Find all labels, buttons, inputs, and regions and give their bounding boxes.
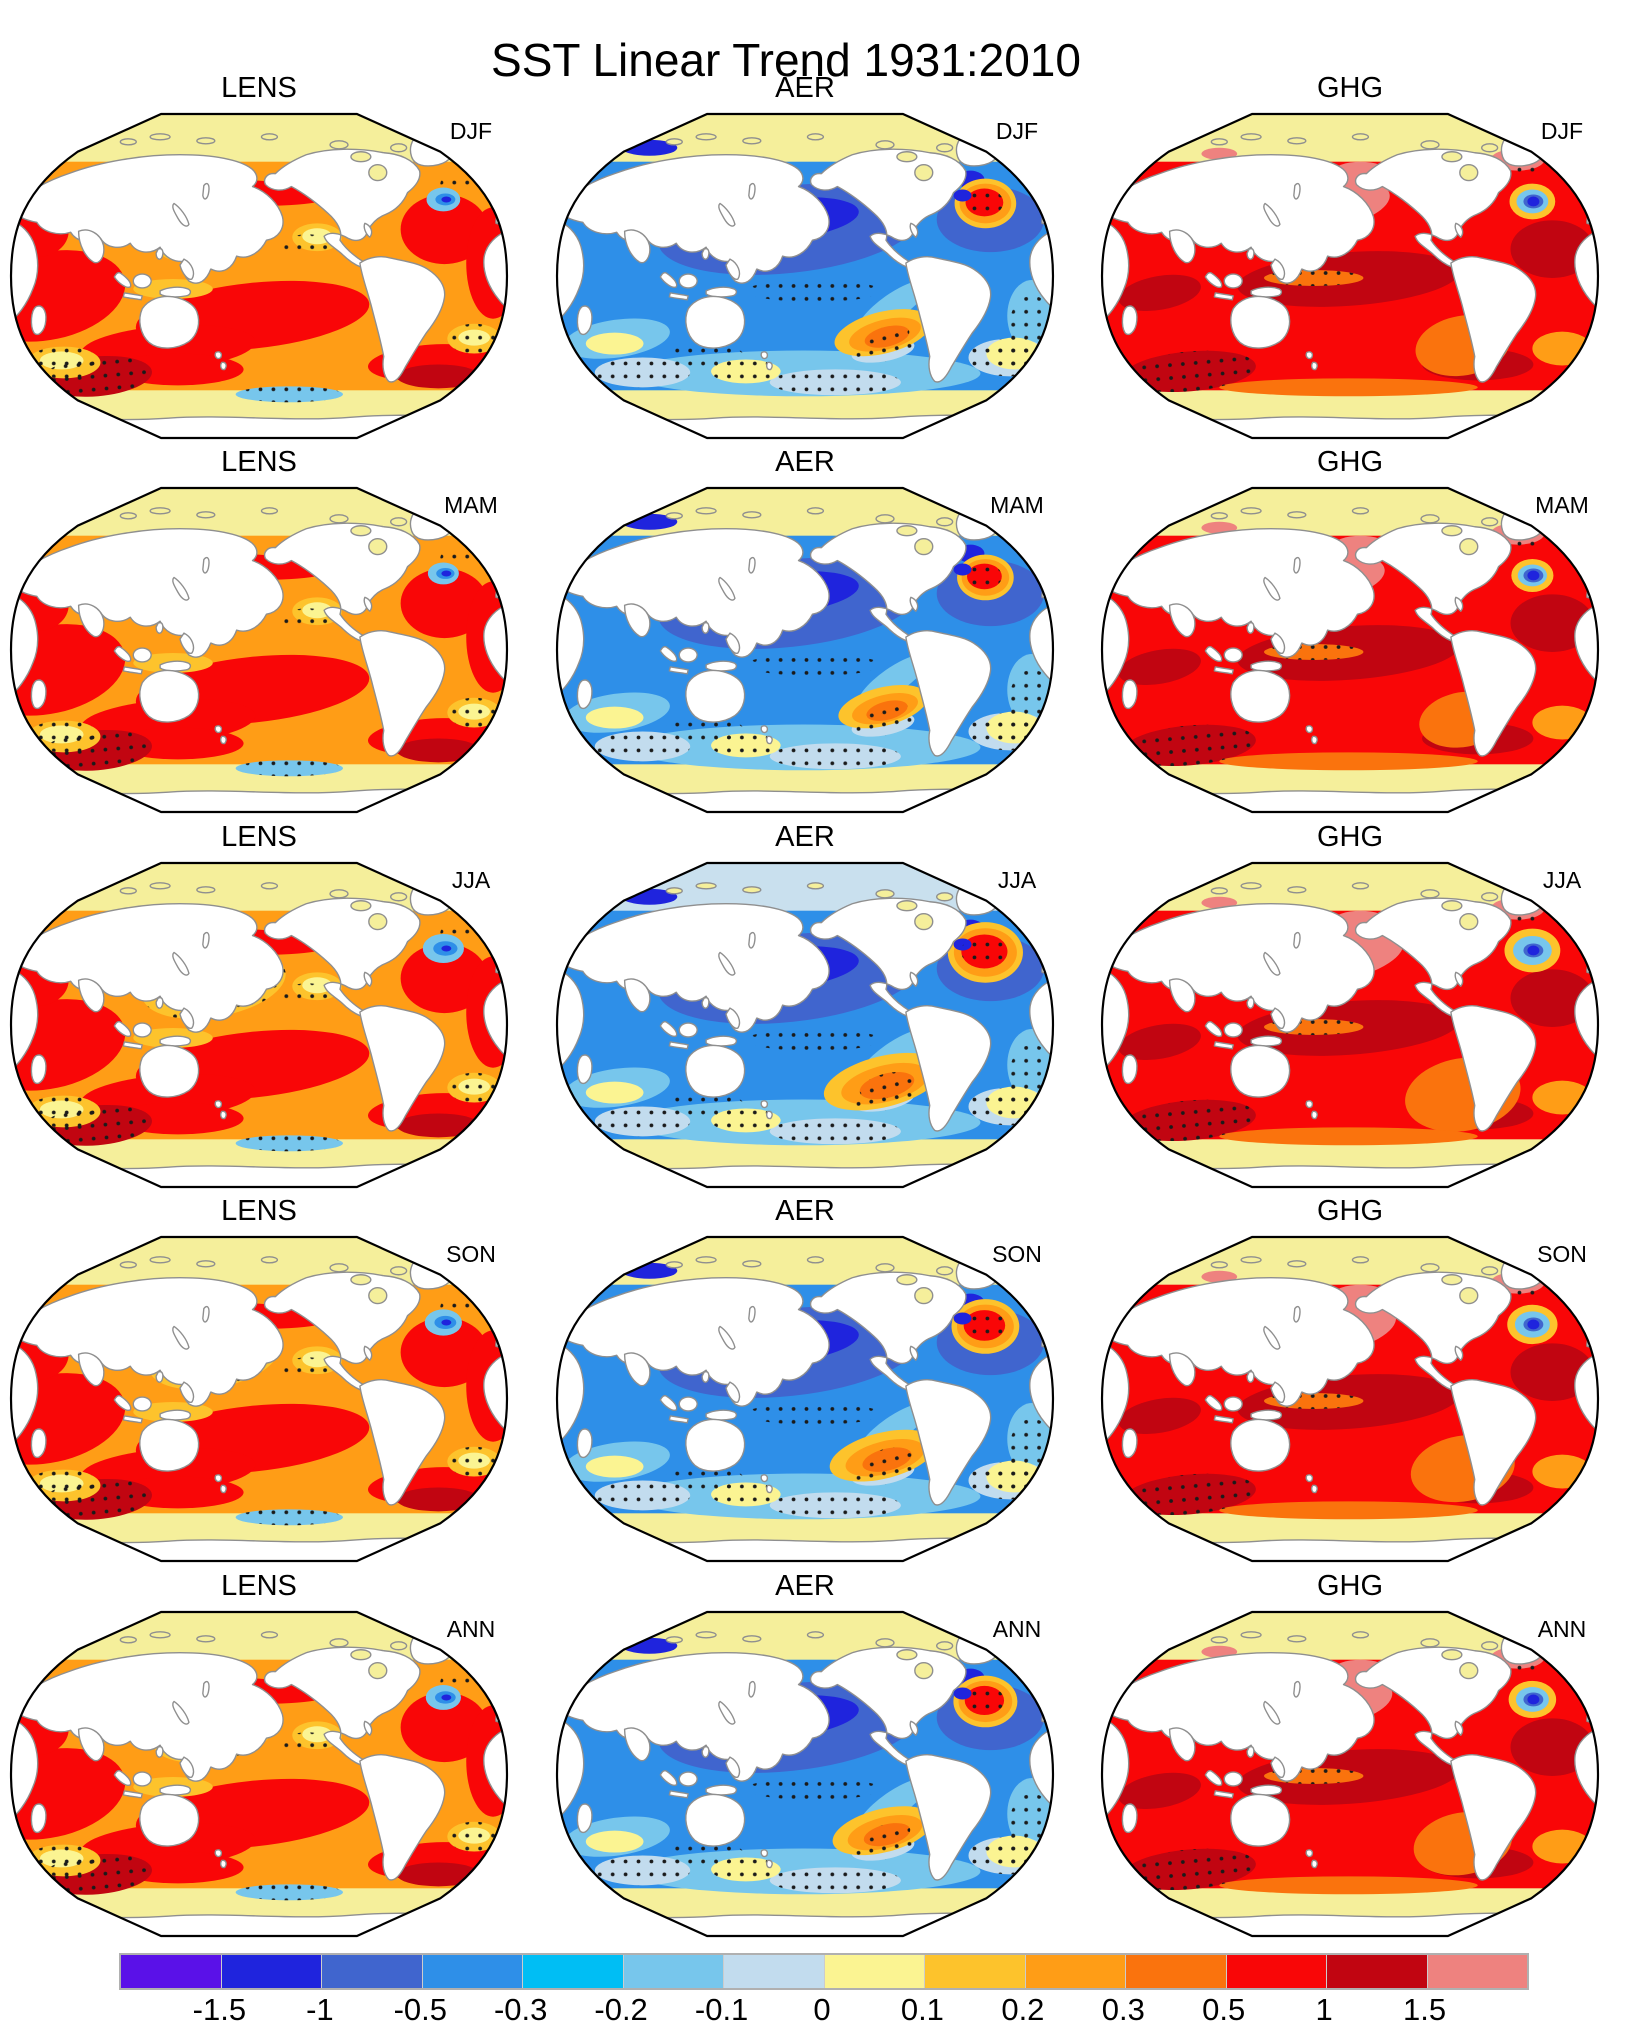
season-label: SON <box>446 1241 496 1267</box>
colorbar-tick--0.5: -0.5 <box>393 1992 447 2027</box>
season-label: ANN <box>1537 1616 1587 1642</box>
panel-title: GHG <box>1316 1195 1384 1227</box>
panel-lens-son: LENS SON <box>9 1189 509 1571</box>
colorbar-segment-13 <box>1426 1955 1527 1988</box>
panel-ghg-son: GHG SON <box>1100 1189 1600 1571</box>
panel-title: LENS <box>221 1570 297 1602</box>
colorbar-tick--1: -1 <box>306 1992 334 2027</box>
panel-aer-mam: AER MAM <box>555 440 1055 822</box>
map-ghg-son <box>1100 1235 1600 1563</box>
map-lens-ann <box>9 1610 509 1938</box>
map-lens-jja <box>9 861 509 1189</box>
panel-aer-ann: AER ANN <box>555 1564 1055 1946</box>
season-label: ANN <box>446 1616 496 1642</box>
colorbar-segment-6 <box>723 1955 824 1988</box>
map-aer-jja <box>555 861 1055 1189</box>
panel-ghg-mam: GHG MAM <box>1100 440 1600 822</box>
season-label: SON <box>1537 1241 1587 1267</box>
map-lens-son <box>9 1235 509 1563</box>
panel-ghg-ann: GHG ANN <box>1100 1564 1600 1946</box>
panel-title: AER <box>775 1570 835 1602</box>
map-ghg-ann <box>1100 1610 1600 1938</box>
colorbar-segment-1 <box>220 1955 321 1988</box>
map-ghg-jja <box>1100 861 1600 1189</box>
colorbar-segment-3 <box>421 1955 522 1988</box>
season-label: ANN <box>992 1616 1042 1642</box>
panel-title: LENS <box>221 821 297 853</box>
colorbar-tick-0.5: 0.5 <box>1202 1992 1246 2027</box>
colorbar-segment-10 <box>1125 1955 1226 1988</box>
panel-lens-ann: LENS ANN <box>9 1564 509 1946</box>
map-ghg-mam <box>1100 486 1600 814</box>
panel-title: GHG <box>1316 1570 1384 1602</box>
colorbar-tick-0.2: 0.2 <box>1001 1992 1045 2027</box>
colorbar-tick-1: 1 <box>1315 1992 1333 2027</box>
map-ghg-djf <box>1100 112 1600 440</box>
panel-aer-son: AER SON <box>555 1189 1055 1571</box>
colorbar-segment-2 <box>321 1955 422 1988</box>
colorbar-segment-7 <box>823 1955 924 1988</box>
colorbar-tick-labels: -1.5 -1 -0.5 -0.3 -0.2 -0.1 0 0.1 0.2 0.3 0.5 1 1.5 <box>119 1992 1525 2028</box>
colorbar-segment-11 <box>1225 1955 1326 1988</box>
colorbar-segment-4 <box>522 1955 623 1988</box>
colorbar-tick--0.3: -0.3 <box>493 1992 548 2027</box>
figure-title: SST Linear Trend 1931:2010 <box>491 33 1081 86</box>
panel-aer-jja: AER JJA <box>555 815 1055 1197</box>
panel-lens-mam: LENS MAM <box>9 440 509 822</box>
panel-ghg-jja: GHG JJA <box>1100 815 1600 1197</box>
season-label: DJF <box>995 118 1039 144</box>
panel-ghg-djf: GHG DJF <box>1100 66 1600 448</box>
panel-title: LENS <box>221 446 297 478</box>
panel-title: GHG <box>1316 821 1384 853</box>
panel-aer-djf: AER DJF <box>555 66 1055 448</box>
season-label: JJA <box>1542 867 1582 893</box>
colorbar-segment-9 <box>1024 1955 1125 1988</box>
panel-title: AER <box>775 1195 835 1227</box>
panel-title: AER <box>775 446 835 478</box>
colorbar-tick--0.1: -0.1 <box>694 1992 749 2027</box>
colorbar-segment-12 <box>1326 1955 1427 1988</box>
panel-lens-jja: LENS JJA <box>9 815 509 1197</box>
season-label: SON <box>992 1241 1042 1267</box>
panel-title: LENS <box>221 72 297 104</box>
colorbar-tick-0.1: 0.1 <box>900 1992 944 2027</box>
colorbar-tick-1.5: 1.5 <box>1403 1992 1447 2027</box>
colorbar-tick--0.2: -0.2 <box>594 1992 648 2027</box>
colorbar <box>119 1953 1529 1990</box>
colorbar-segment-5 <box>622 1955 723 1988</box>
map-aer-ann <box>555 1610 1055 1938</box>
map-aer-mam <box>555 486 1055 814</box>
colorbar-tick-0: 0 <box>813 1992 831 2027</box>
colorbar-segment-0 <box>121 1955 221 1988</box>
colorbar-tick--1.5: -1.5 <box>192 1992 247 2027</box>
season-label: DJF <box>1540 118 1584 144</box>
season-label: MAM <box>1535 492 1589 518</box>
colorbar-tick-0.3: 0.3 <box>1101 1992 1145 2027</box>
map-lens-mam <box>9 486 509 814</box>
panel-title: GHG <box>1316 446 1384 478</box>
map-aer-son <box>555 1235 1055 1563</box>
season-label: DJF <box>449 118 493 144</box>
season-label: MAM <box>444 492 498 518</box>
panel-lens-djf: LENS DJF <box>9 66 509 448</box>
panel-title: AER <box>775 72 835 104</box>
panel-title: GHG <box>1316 72 1384 104</box>
map-lens-djf <box>9 112 509 440</box>
panel-title: AER <box>775 821 835 853</box>
season-label: JJA <box>451 867 491 893</box>
season-label: MAM <box>990 492 1044 518</box>
season-label: JJA <box>997 867 1037 893</box>
panel-title: LENS <box>221 1195 297 1227</box>
colorbar-segments <box>121 1955 1527 1988</box>
colorbar-segment-8 <box>924 1955 1025 1988</box>
map-aer-djf <box>555 112 1055 440</box>
